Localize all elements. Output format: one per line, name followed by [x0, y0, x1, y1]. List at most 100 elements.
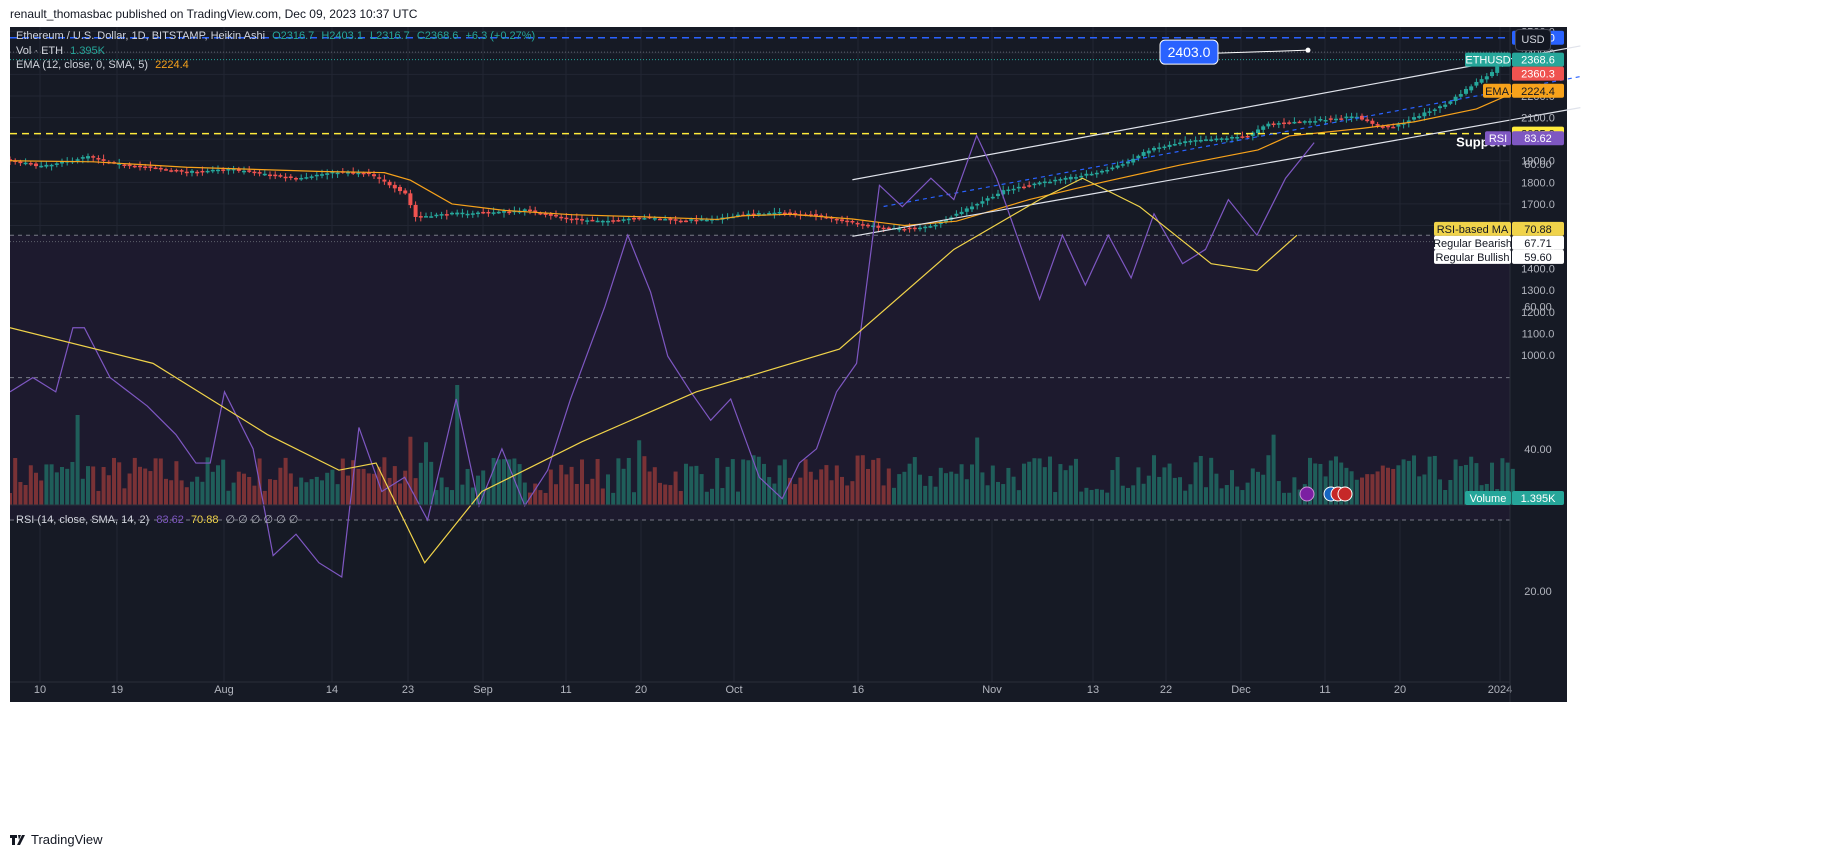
volume-bar	[699, 474, 704, 505]
ema-legend: EMA (12, close, 0, SMA, 5) 2224.4	[16, 59, 189, 71]
candle-body	[387, 181, 392, 186]
time-tick-label: 2024	[1488, 684, 1512, 696]
volume-bar	[819, 469, 824, 505]
volume-bar	[1193, 462, 1198, 505]
volume-bar	[60, 466, 64, 505]
candle-body	[559, 216, 564, 219]
candle-body	[902, 228, 907, 231]
candle-body	[1183, 141, 1188, 144]
volume-bar	[460, 484, 465, 505]
candle-body	[1068, 176, 1073, 180]
candle-body	[923, 226, 928, 229]
volume-bar	[179, 480, 184, 505]
candle-body	[450, 212, 454, 215]
time-tick-label: 22	[1160, 684, 1172, 696]
candle-body	[678, 220, 683, 223]
candle-body	[210, 169, 215, 172]
candle-body	[1256, 129, 1260, 134]
rsi-line	[10, 133, 1315, 578]
candle-body	[793, 212, 798, 215]
low-value: L2316.7	[370, 30, 410, 42]
volume-bar	[294, 486, 298, 505]
price-tick-label: 1400.0	[1521, 264, 1555, 276]
candle-body	[486, 211, 491, 214]
candle-body	[933, 224, 938, 227]
candle-body	[980, 201, 985, 204]
volume-bar	[1448, 479, 1453, 505]
volume-bar	[1209, 457, 1214, 505]
volume-bar	[340, 458, 345, 505]
candle-body	[1495, 66, 1500, 73]
candle-body	[1079, 175, 1084, 178]
volume-bar	[309, 479, 314, 505]
volume-bar	[205, 457, 210, 505]
candle-body	[418, 216, 423, 218]
volume-bar	[611, 492, 616, 505]
volume-bar	[642, 456, 647, 505]
volume-bar	[990, 465, 995, 505]
volume-bar	[985, 485, 990, 505]
volume-bar	[262, 490, 267, 505]
change-value: +6.3 (+0.27%)	[465, 30, 536, 42]
time-tick-label: 23	[402, 684, 414, 696]
volume-bar	[143, 468, 148, 505]
time-tick-label: Oct	[725, 684, 742, 696]
volume-bar	[772, 483, 777, 505]
candle-body	[138, 165, 142, 168]
currency-button[interactable]: USD	[1515, 29, 1551, 51]
candle-body	[476, 212, 480, 215]
volume-bar	[1219, 488, 1224, 505]
candle-body	[377, 177, 382, 179]
volume-bar	[1360, 477, 1364, 505]
time-tick-label: Nov	[982, 684, 1002, 696]
volume-bar	[595, 459, 600, 505]
symbol-legend: Ethereum / U.S. Dollar, 1D, BITSTAMP, He…	[16, 30, 535, 42]
close-value: C2368.6	[416, 30, 459, 42]
price-labels: 2470.02368.62360.32224.42025.9ETHUSDEMAV…	[1433, 30, 1564, 505]
volume-bar	[1230, 470, 1234, 505]
price-tick-label: 2100.0	[1521, 113, 1555, 125]
volume-bar	[502, 459, 506, 505]
volume-bar	[564, 474, 569, 505]
volume-bar	[798, 477, 803, 505]
candle-body	[127, 164, 132, 167]
candle-body	[1443, 104, 1448, 107]
candle-body	[689, 219, 694, 221]
volume-bar	[247, 476, 252, 505]
candle-body	[1479, 79, 1484, 83]
volume-bar	[850, 481, 855, 505]
volume-bar	[268, 479, 272, 505]
candle-body	[756, 213, 761, 215]
candle-body	[195, 171, 200, 174]
candle-body	[356, 172, 361, 175]
volume-bar	[1120, 485, 1125, 505]
volume-bar	[356, 468, 361, 505]
candle-body	[606, 220, 610, 223]
volume-bar	[892, 487, 896, 505]
candle-body	[574, 218, 579, 220]
candle-body	[481, 211, 486, 214]
volume-bar	[476, 475, 480, 505]
candle-body	[1240, 136, 1245, 138]
candle-body	[1162, 146, 1167, 149]
candle-body	[704, 219, 709, 222]
volume-bar	[574, 483, 579, 505]
candle-body	[335, 172, 340, 175]
volume-bar	[517, 464, 522, 505]
volume-bar	[933, 486, 938, 505]
candle-body	[1188, 140, 1193, 143]
candle-body	[403, 190, 408, 194]
volume-bar	[424, 442, 428, 505]
volume-bar	[970, 464, 974, 505]
volume-bar	[1162, 467, 1167, 505]
volume-bar	[1469, 456, 1474, 505]
volume-bar	[403, 470, 408, 505]
candle-body	[1245, 135, 1250, 138]
volume-bar	[434, 490, 439, 505]
candle-body	[845, 220, 850, 223]
volume-bar	[1401, 459, 1406, 505]
volume-bar	[1406, 460, 1411, 505]
candle-body	[44, 164, 49, 167]
candle-body	[1089, 173, 1094, 176]
